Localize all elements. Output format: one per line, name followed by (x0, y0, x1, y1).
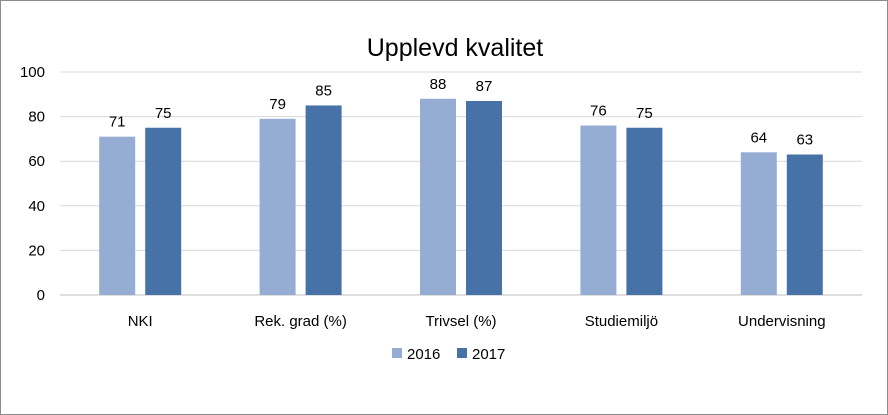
legend-swatch (457, 348, 467, 358)
data-label: 88 (430, 76, 447, 93)
bar-2017-0 (145, 127, 182, 295)
y-tick-label: 0 (37, 287, 45, 304)
data-label: 75 (155, 105, 172, 122)
category-label: Trivsel (%) (425, 313, 496, 330)
data-label: 71 (109, 114, 126, 131)
bar-2017-3 (626, 127, 663, 295)
legend-label: 2017 (472, 346, 505, 363)
data-label: 64 (750, 129, 767, 146)
bar-2017-1 (305, 105, 342, 295)
y-tick-label: 20 (28, 242, 45, 259)
data-label: 75 (636, 105, 653, 122)
category-label: Studiemiljö (585, 313, 658, 330)
y-tick-label: 80 (28, 109, 45, 126)
category-label: Rek. grad (%) (254, 313, 347, 330)
y-tick-label: 100 (20, 64, 45, 81)
chart-title: Upplevd kvalitet (367, 34, 544, 62)
y-axis-ticks: 0 20 40 60 80 100 (20, 64, 45, 304)
data-label: 85 (315, 82, 332, 99)
category-label: Undervisning (738, 313, 826, 330)
bar-2016-3 (580, 125, 617, 296)
legend: 2016 2017 (392, 346, 505, 363)
x-axis-categories: NKI Rek. grad (%) Trivsel (%) Studiemiljö Un… (128, 313, 826, 330)
data-label: 87 (476, 78, 493, 95)
bar-2016-2 (420, 98, 456, 295)
data-labels: 71 75 79 85 88 87 76 75 64 63 (109, 76, 813, 149)
gridlines (60, 71, 862, 296)
bar-2016-1 (259, 118, 296, 295)
bars (99, 98, 823, 296)
y-tick-label: 60 (28, 153, 45, 170)
bar-2016-0 (99, 136, 136, 295)
y-tick-label: 40 (28, 198, 45, 215)
bar-2017-2 (466, 100, 502, 296)
data-label: 76 (590, 103, 607, 120)
legend-swatch (392, 348, 402, 358)
legend-label: 2016 (407, 346, 440, 363)
category-label: NKI (128, 313, 153, 330)
data-label: 79 (269, 96, 286, 113)
bar-2017-4 (786, 154, 823, 295)
data-label: 63 (796, 132, 813, 149)
bar-2016-4 (740, 152, 777, 295)
